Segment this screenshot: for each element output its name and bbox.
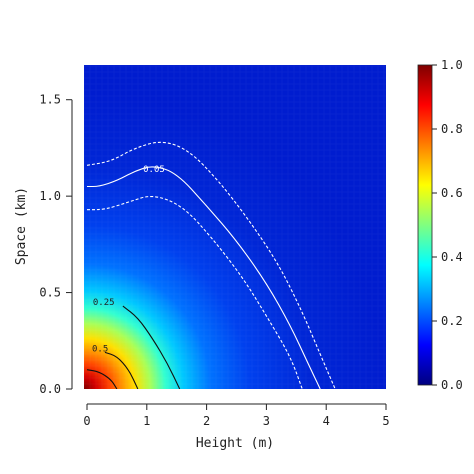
x-tick-label: 5 [382, 414, 389, 428]
colorbar-tick-label: 0.6 [441, 186, 463, 200]
x-axis-label: Height (m) [196, 436, 274, 451]
y-tick-label: 0.0 [39, 382, 61, 396]
y-axis: 0.0 0.5 1.0 1.5 [39, 93, 73, 396]
colorbar-ticks: 0.0 0.2 0.4 0.6 0.8 1.0 [432, 58, 463, 392]
x-axis: 0 1 2 3 4 5 [83, 403, 390, 428]
colorbar-tick-label: 0.0 [441, 378, 463, 392]
heatmap-texture [84, 65, 386, 389]
contour-line-2 [87, 195, 303, 389]
y-tick-label: 1.0 [39, 189, 61, 203]
x-tick-label: 2 [203, 414, 210, 428]
colorbar-gradient [417, 64, 433, 386]
contour-line-3 [122, 305, 181, 389]
colorbar-tick-label: 0.4 [441, 250, 463, 264]
colorbar: 0.0 0.2 0.4 0.6 0.8 1.0 [417, 58, 463, 392]
contour-labels: 0.05 0.25 0.5 [92, 165, 165, 354]
contour-label-0: 0.05 [143, 165, 165, 175]
plot-area: 0.05 0.25 0.5 [84, 65, 386, 389]
colorbar-tick-label: 0.2 [441, 314, 463, 328]
y-tick-label: 0.5 [39, 286, 61, 300]
x-tick-label: 4 [323, 414, 330, 428]
contour-label-2: 0.5 [92, 345, 108, 355]
y-tick-label: 1.5 [39, 93, 61, 107]
x-tick-label: 3 [263, 414, 270, 428]
x-tick-label: 1 [143, 414, 150, 428]
contour-label-1: 0.25 [93, 298, 115, 308]
colorbar-tick-label: 0.8 [441, 122, 463, 136]
contour-lines [86, 141, 336, 389]
contour-line-5 [86, 369, 118, 389]
x-tick-label: 0 [83, 414, 90, 428]
contour-line-0 [87, 166, 321, 389]
y-axis-label: Space (km) [14, 187, 29, 265]
contour-line-4 [104, 351, 139, 389]
colorbar-tick-label: 1.0 [441, 58, 463, 72]
